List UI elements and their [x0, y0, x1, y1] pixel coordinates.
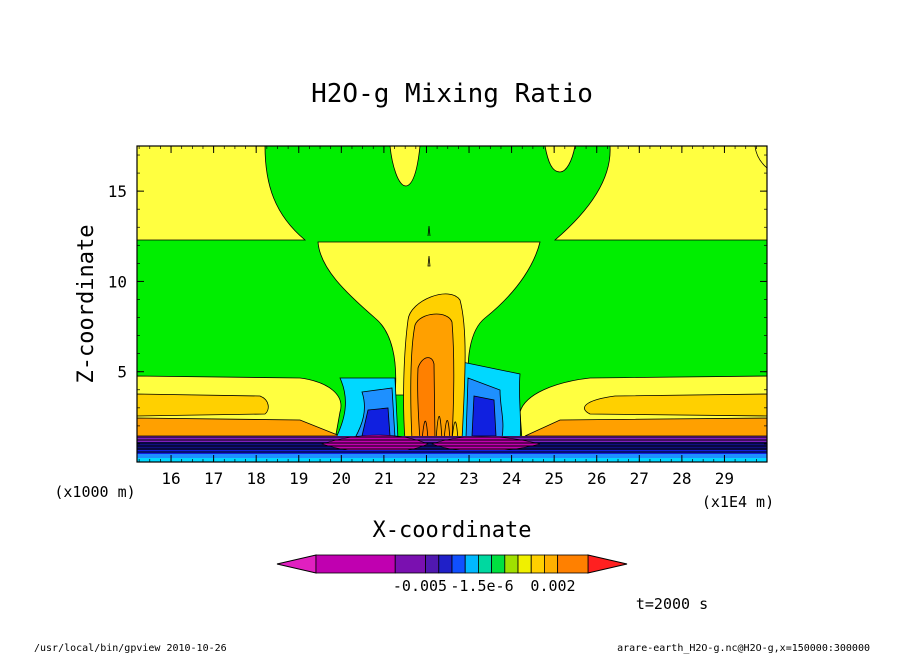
x-tick-label: 19	[289, 469, 308, 488]
colorbar-right-arrow	[587, 554, 628, 574]
colorbar-swatch	[517, 554, 532, 574]
y-tick-label: 15	[108, 182, 127, 201]
footer-left: /usr/local/bin/gpview 2010-10-26	[34, 643, 227, 654]
colorbar-swatch	[530, 554, 545, 574]
x-tick-label: 26	[587, 469, 606, 488]
colorbar	[276, 554, 628, 574]
central-red-orange-core	[417, 357, 436, 441]
right-darkblue-pocket	[471, 395, 497, 437]
colorbar-left-arrow	[276, 554, 317, 574]
x-tick-label: 22	[417, 469, 436, 488]
x-axis: 16 17 18 19 20 21 22 23 24 25 26 27 28 29	[138, 146, 768, 488]
y-axis-label: Z-coordinate	[74, 225, 99, 384]
plot-area	[136, 145, 768, 463]
colorbar-swatch	[425, 554, 440, 574]
boundary-contour-lines	[137, 436, 767, 453]
colorbar-swatch	[315, 554, 396, 574]
x-tick-label: 28	[672, 469, 691, 488]
top-left-yellow-blob	[389, 145, 421, 187]
colorbar-tick-label: -1.5e-6	[450, 577, 513, 595]
x-axis-label: X-coordinate	[373, 518, 532, 543]
colorbar-swatch	[544, 554, 559, 574]
x-tick-label: 21	[374, 469, 393, 488]
x-tick-label: 17	[204, 469, 223, 488]
y-axis: 5 10 15	[108, 154, 767, 445]
colorbar-swatch	[394, 554, 426, 574]
footer-right: arare-earth_H2O-g.nc@H2O-g,x=150000:3000…	[617, 643, 870, 654]
boundary-lightblue-band	[137, 454, 767, 458]
x-tick-label: 25	[545, 469, 564, 488]
y-tick-label: 5	[117, 363, 127, 382]
x-tick-label: 16	[161, 469, 180, 488]
x-tick-label: 27	[630, 469, 649, 488]
colorbar-tick-label: -0.005	[393, 577, 447, 595]
x-scale-note: (x1E4 m)	[702, 493, 774, 511]
colorbar-labels: -0.005 -1.5e-6 0.002	[393, 577, 576, 595]
colorbar-tick-label: 0.002	[530, 577, 575, 595]
x-tick-label: 29	[715, 469, 734, 488]
upper-right-yellow-region	[553, 145, 768, 241]
y-scale-note: (x1000 m)	[54, 483, 135, 501]
colorbar-swatch	[557, 554, 589, 574]
time-label: t=2000 s	[636, 595, 708, 613]
x-tick-label: 20	[332, 469, 351, 488]
lower-left-orange-band	[136, 393, 269, 417]
colorbar-swatch	[491, 554, 506, 574]
colorbar-swatch	[451, 554, 466, 574]
plot-frame	[136, 145, 768, 463]
colorbar-swatch	[504, 554, 519, 574]
core-contour-lines	[421, 225, 459, 441]
colorbar-swatch	[438, 554, 453, 574]
x-tick-label: 24	[502, 469, 521, 488]
colorbar-swatch	[478, 554, 493, 574]
colorbar-swatch	[464, 554, 479, 574]
lower-right-orange-band	[584, 393, 768, 417]
upper-left-yellow-region	[136, 145, 307, 241]
boundary-cyan-band	[137, 458, 767, 462]
y-tick-label: 10	[108, 272, 127, 291]
chart-title: H2O-g Mixing Ratio	[311, 79, 593, 109]
top-center-yellow-blob	[544, 145, 576, 173]
lower-right-deep-orange-band	[524, 417, 768, 437]
x-tick-label: 23	[459, 469, 478, 488]
x-tick-label: 18	[247, 469, 266, 488]
